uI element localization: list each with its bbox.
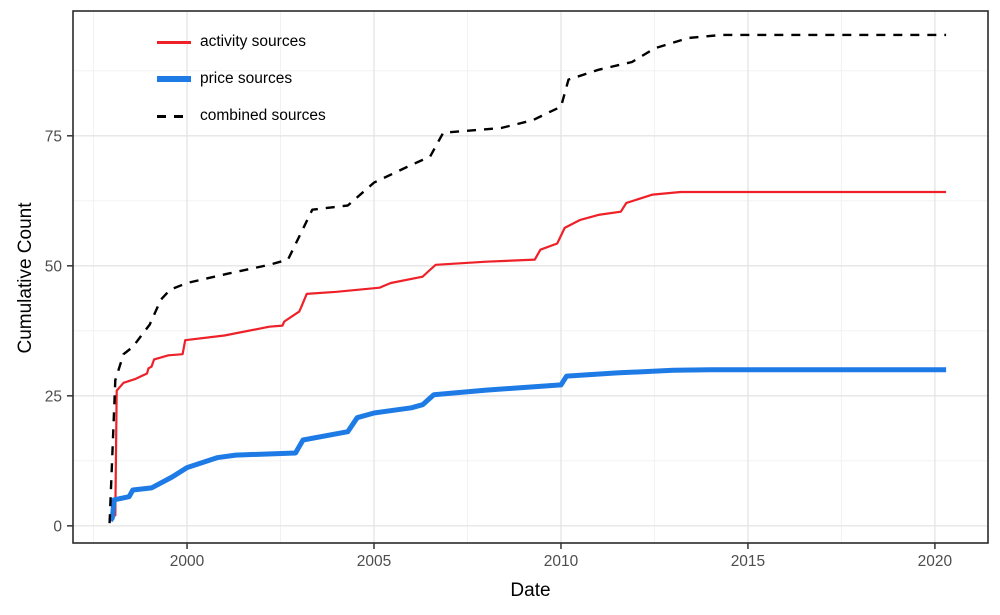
series-line-activity-sources: [110, 190, 947, 517]
x-axis-title: Date: [510, 580, 551, 601]
legend-label-combined-sources: combined sources: [200, 107, 326, 124]
x-tick-label: 2005: [357, 553, 391, 570]
legend-item-activity-sources: activity sources: [157, 30, 326, 54]
legend-label-price-sources: price sources: [200, 70, 293, 87]
y-tick-label: 25: [45, 388, 62, 405]
panel-border: [72, 10, 989, 544]
y-tick-label: 75: [45, 128, 62, 145]
legend-key-combined-dashed-line: [157, 114, 191, 118]
y-axis-title: Cumulative Count: [15, 202, 36, 354]
legend: activity sources price sources combined …: [157, 30, 326, 141]
x-tick-label: 2020: [918, 553, 953, 570]
legend-key-price-line: [157, 76, 191, 82]
x-tick-label: 2000: [170, 553, 205, 570]
legend-key-activity-line: [157, 40, 191, 44]
legend-label-activity-sources: activity sources: [200, 33, 306, 50]
legend-item-combined-sources: combined sources: [157, 104, 326, 128]
series-line-combined-sources: [108, 33, 947, 524]
legend-item-price-sources: price sources: [157, 67, 326, 91]
x-tick-label: 2010: [544, 553, 579, 570]
x-tick-label: 2015: [731, 553, 765, 570]
y-tick-label: 50: [45, 258, 63, 275]
y-tick-label: 0: [53, 518, 62, 535]
series-line-price-sources: [108, 367, 947, 523]
